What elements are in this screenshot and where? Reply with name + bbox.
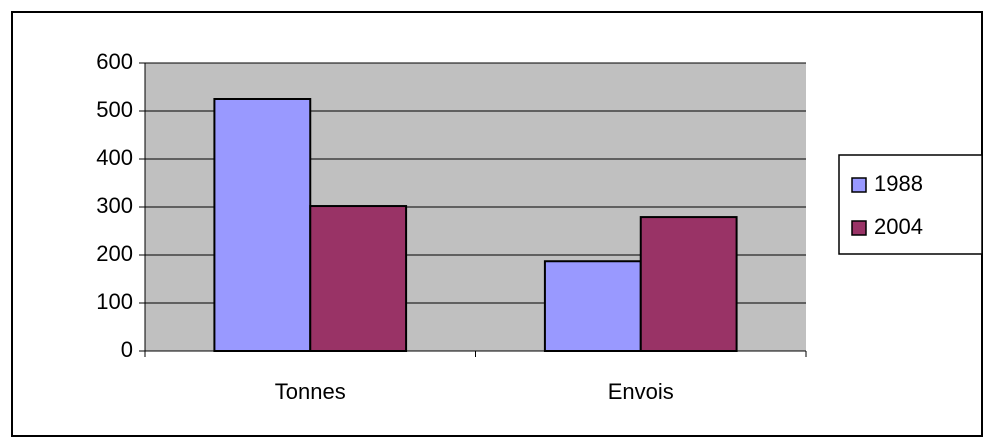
bar [543, 260, 642, 352]
y-tick-label: 200 [96, 241, 133, 266]
legend [838, 154, 983, 255]
x-tick-label: Tonnes [275, 379, 346, 404]
y-tick-label: 500 [96, 97, 133, 122]
y-tick-label: 100 [96, 289, 133, 314]
legend-label: 2004 [874, 214, 923, 239]
x-tick-label: Envois [608, 379, 674, 404]
bar [639, 216, 738, 352]
legend-swatch [851, 220, 867, 236]
bar [309, 205, 408, 352]
y-tick-label: 300 [96, 193, 133, 218]
legend-label: 1988 [874, 171, 923, 196]
y-tick-label: 0 [121, 337, 133, 362]
bar [213, 98, 312, 352]
legend-swatch [851, 177, 867, 193]
y-tick-label: 400 [96, 145, 133, 170]
y-tick-label: 600 [96, 49, 133, 74]
